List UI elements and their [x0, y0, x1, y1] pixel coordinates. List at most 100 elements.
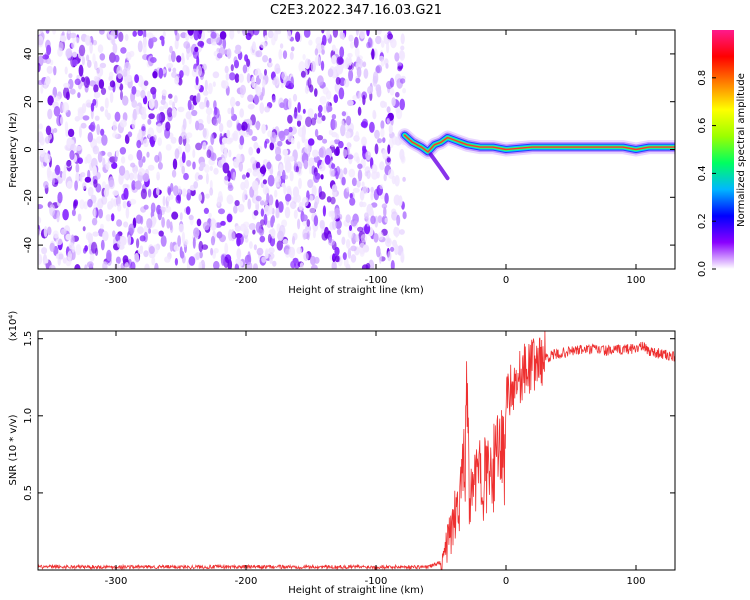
heatmap-cell — [177, 106, 185, 113]
heatmap-cell — [279, 163, 283, 174]
snr-y-scale-label: (x10⁴) — [8, 311, 19, 342]
heatmap-cell — [124, 134, 130, 145]
heatmap-cell — [108, 75, 113, 82]
heatmap-cell — [231, 106, 235, 117]
heatmap-cell — [136, 149, 143, 161]
heatmap-cell — [198, 240, 204, 253]
heatmap-cell — [43, 181, 49, 189]
heatmap-cell — [260, 182, 265, 188]
heatmap-cell — [353, 36, 359, 49]
heatmap-cell — [271, 228, 276, 239]
heatmap-cell — [86, 54, 90, 62]
x-tick-label: 0 — [503, 576, 509, 587]
heatmap-cell — [275, 154, 282, 162]
heatmap-cell — [52, 230, 59, 239]
heatmap-cell — [311, 185, 317, 197]
heatmap-cell — [384, 217, 388, 223]
heatmap-cell — [356, 66, 362, 78]
heatmap-cell — [348, 57, 352, 66]
heatmap-cell — [194, 46, 199, 52]
colorbar-tick-label: 0.2 — [697, 213, 708, 229]
heatmap-cell — [269, 142, 275, 151]
heatmap-cell — [319, 219, 325, 229]
heatmap-cell — [396, 108, 403, 120]
heatmap-cell — [65, 256, 72, 267]
heatmap-cell — [169, 241, 174, 252]
heatmap-cell — [213, 107, 220, 119]
heatmap-cell — [239, 84, 246, 96]
y-tick-label: 1.0 — [23, 408, 34, 424]
heatmap-cell — [151, 229, 159, 235]
heatmap-cell — [38, 62, 41, 73]
heatmap-cell — [117, 240, 121, 248]
heatmap-cell — [213, 118, 219, 127]
heatmap-cell — [394, 175, 400, 187]
heatmap-cell — [112, 120, 117, 132]
heatmap-cell — [119, 236, 127, 246]
heatmap-cell — [131, 180, 136, 191]
heatmap-cell — [237, 123, 242, 131]
heatmap-cell — [181, 151, 186, 164]
heatmap-cell — [248, 223, 256, 231]
heatmap-cell — [185, 206, 191, 215]
heatmap-cell — [138, 158, 144, 168]
heatmap-cell — [153, 134, 157, 141]
colorbar-tick-label: 0.0 — [697, 261, 708, 277]
heatmap-cell — [400, 33, 405, 45]
heatmap-cell — [90, 241, 98, 254]
heatmap-cell — [183, 172, 189, 181]
heatmap-cell — [173, 185, 179, 197]
heatmap-cell — [96, 66, 104, 77]
heatmap-cell — [140, 188, 147, 200]
heatmap-cell — [166, 219, 171, 229]
heatmap-cell — [196, 92, 201, 103]
heatmap-cell — [304, 85, 309, 94]
heatmap-cell — [284, 206, 291, 219]
heatmap-cell — [63, 82, 70, 89]
heatmap-cell — [357, 226, 364, 232]
heatmap-cell — [348, 168, 356, 178]
heatmap-cell — [297, 127, 305, 138]
heatmap-cell — [345, 263, 351, 269]
heatmap-cell — [57, 191, 63, 204]
heatmap-cell — [143, 225, 149, 235]
heatmap-cell — [370, 186, 374, 194]
heatmap-cell — [267, 252, 275, 260]
heatmap-cell — [370, 215, 376, 225]
heatmap-cell — [391, 97, 396, 107]
heatmap-cell — [262, 179, 267, 185]
heatmap-cell — [171, 71, 177, 78]
heatmap-cell — [376, 245, 381, 258]
heatmap-cell — [234, 73, 240, 83]
heatmap-cell — [147, 118, 152, 125]
heatmap-cell — [333, 94, 339, 104]
heatmap-cell — [168, 54, 172, 62]
heatmap-cell — [349, 41, 355, 49]
heatmap-cell — [236, 248, 242, 260]
heatmap-cell — [350, 245, 357, 252]
heatmap-cell — [74, 180, 78, 191]
heatmap-cell — [127, 234, 132, 246]
heatmap-cell — [119, 147, 127, 155]
heatmap-cell — [129, 172, 134, 181]
heatmap-cell — [288, 246, 296, 259]
heatmap-cell — [87, 186, 94, 197]
heatmap-cell — [219, 123, 224, 133]
heatmap-cell — [172, 101, 175, 110]
heatmap-cell — [338, 87, 345, 100]
heatmap-cell — [47, 170, 54, 182]
heatmap-cell — [314, 48, 319, 56]
heatmap-cell — [331, 55, 337, 65]
heatmap-cell — [41, 247, 48, 255]
heatmap-cell — [112, 43, 118, 54]
heatmap-cell — [216, 231, 223, 239]
heatmap-cell — [65, 129, 69, 137]
heatmap-cell — [259, 102, 265, 114]
heatmap-cell — [221, 157, 226, 165]
heatmap-cell — [281, 169, 286, 182]
heatmap-cell — [213, 260, 220, 269]
heatmap-cell — [372, 71, 379, 84]
heatmap-cell — [268, 57, 272, 63]
heatmap-cell — [69, 88, 76, 95]
colorbar-strip — [712, 30, 734, 269]
